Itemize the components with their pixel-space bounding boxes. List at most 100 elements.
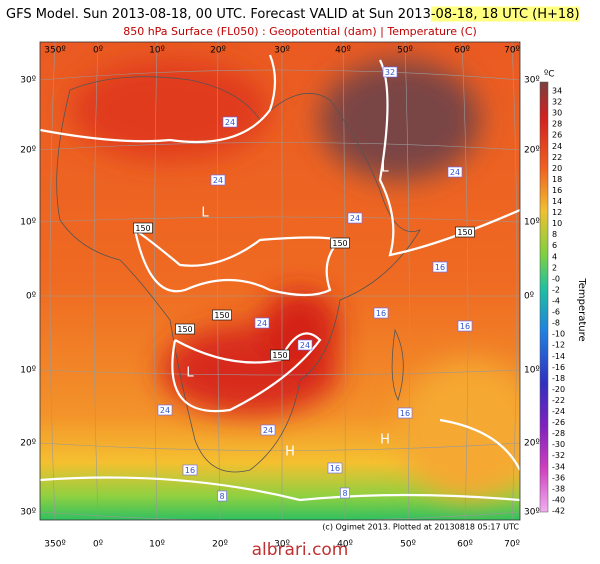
map-frame bbox=[39, 41, 521, 521]
colorbar bbox=[539, 81, 549, 513]
colorbar-label: -22 bbox=[552, 396, 565, 405]
colorbar-label: -14 bbox=[552, 352, 565, 361]
colorbar-label: 24 bbox=[552, 142, 562, 151]
colorbar-unit: ºC bbox=[544, 70, 555, 80]
latitude-label: 20º bbox=[524, 439, 540, 449]
contour-label: 16 bbox=[330, 464, 340, 473]
contour-label-box bbox=[175, 323, 195, 335]
longitude-label: 0º bbox=[93, 46, 103, 56]
latitude-label: 30º bbox=[20, 508, 36, 518]
pressure-center: L bbox=[201, 206, 209, 221]
longitude-label: 20º bbox=[212, 540, 228, 550]
subtitle: 850 hPa Surface (FL050) : Geopotential (… bbox=[123, 25, 477, 38]
latitude-label: 10º bbox=[524, 366, 540, 376]
contour-label-box bbox=[373, 307, 389, 319]
colorbar-label: -12 bbox=[552, 341, 565, 350]
colorbar-label: -24 bbox=[552, 407, 565, 416]
latitude-label: 10º bbox=[524, 218, 540, 228]
latitude-label: 30º bbox=[20, 76, 36, 86]
contour-label-box bbox=[457, 320, 473, 332]
colorbar-title: Temperature bbox=[576, 277, 587, 341]
contour-label: 24 bbox=[450, 168, 460, 177]
latitude-label: 10º bbox=[20, 366, 36, 376]
contour-label-box bbox=[270, 349, 290, 361]
colorbar-label: -40 bbox=[552, 495, 565, 504]
pressure-center: H bbox=[380, 433, 390, 448]
contour-label: 16 bbox=[460, 322, 470, 331]
contour-label-box bbox=[222, 116, 238, 128]
longitude-label: 50º bbox=[400, 540, 416, 550]
colorbar-label: 26 bbox=[552, 131, 562, 140]
colorbar-label: 4 bbox=[552, 252, 557, 261]
latitude-label: 0º bbox=[524, 292, 534, 302]
colorbar-label: 32 bbox=[552, 98, 562, 107]
contour-label-box bbox=[447, 166, 463, 178]
pressure-center: L bbox=[186, 366, 194, 381]
latitude-label: 20º bbox=[524, 146, 540, 156]
longitude-label: 10º bbox=[149, 540, 165, 550]
longitude-label: 50º bbox=[397, 46, 413, 56]
longitude-label: 40º bbox=[335, 46, 351, 56]
colorbar-label: 28 bbox=[552, 120, 562, 129]
longitude-label: 30º bbox=[274, 540, 290, 550]
contour-label: 24 bbox=[300, 341, 310, 350]
longitude-label: 70º bbox=[504, 46, 520, 56]
contour-label-box bbox=[217, 490, 227, 502]
colorbar-label: 8 bbox=[552, 230, 557, 239]
latitude-label: 10º bbox=[20, 218, 36, 228]
latitude-label: 30º bbox=[524, 76, 540, 86]
contour-label-box bbox=[212, 309, 232, 321]
credit-box bbox=[318, 521, 520, 533]
longitude-label: 350º bbox=[44, 540, 65, 550]
contour-label: 150 bbox=[457, 228, 472, 237]
contour-label-box bbox=[432, 261, 448, 273]
contour-label: 24 bbox=[160, 406, 170, 415]
contour-label: 24 bbox=[225, 118, 235, 127]
colorbar-label: -30 bbox=[552, 440, 565, 449]
longitude-label: 30º bbox=[274, 46, 290, 56]
contour-label-box bbox=[157, 404, 173, 416]
longitude-label: 40º bbox=[337, 540, 353, 550]
contour-label-box bbox=[210, 174, 226, 186]
contour-label: 24 bbox=[263, 426, 273, 435]
contour-label: 16 bbox=[376, 309, 386, 318]
colorbar-label: 2 bbox=[552, 263, 557, 272]
colorbar-label: -0 bbox=[552, 274, 560, 283]
contour-label-box bbox=[182, 464, 198, 476]
latitude-label: 20º bbox=[20, 439, 36, 449]
colorbar-label: -8 bbox=[552, 319, 560, 328]
colorbar-label: -32 bbox=[552, 451, 565, 460]
latitude-label: 20º bbox=[20, 146, 36, 156]
contour-label-box bbox=[297, 339, 313, 351]
contour-label: 150 bbox=[332, 239, 347, 248]
contour-label-box bbox=[260, 424, 276, 436]
contour-label-box bbox=[330, 237, 350, 249]
latitude-label: 0º bbox=[26, 292, 36, 302]
contour-label: 150 bbox=[135, 224, 150, 233]
contour-label: 24 bbox=[213, 176, 223, 185]
colorbar-label: 14 bbox=[552, 197, 562, 206]
latitude-label: 30º bbox=[524, 508, 540, 518]
contour-label-box bbox=[133, 222, 153, 234]
longitude-label: 350º bbox=[44, 46, 65, 56]
contour-label-box bbox=[397, 407, 413, 419]
colorbar-label: -16 bbox=[552, 363, 565, 372]
colorbar-label: -36 bbox=[552, 473, 565, 482]
longitude-label: 10º bbox=[149, 46, 165, 56]
colorbar-label: -34 bbox=[552, 462, 565, 471]
colorbar-label: -38 bbox=[552, 484, 565, 493]
contour-label: 150 bbox=[177, 325, 192, 334]
credit: (c) Ogimet 2013. Plotted at 20130818 05:… bbox=[322, 523, 519, 532]
colorbar-label: -6 bbox=[552, 308, 560, 317]
contour-label: 16 bbox=[400, 409, 410, 418]
watermark: albrari.com bbox=[252, 540, 349, 560]
colorbar-label: -26 bbox=[552, 418, 565, 427]
colorbar-label: -42 bbox=[552, 507, 565, 516]
contour-label-box bbox=[340, 487, 350, 499]
colorbar-label: -18 bbox=[552, 374, 565, 383]
contour-label: 24 bbox=[257, 319, 267, 328]
contour-label-box bbox=[455, 226, 475, 238]
title: GFS Model. Sun 2013-08-18, 00 UTC. Forec… bbox=[6, 7, 580, 22]
